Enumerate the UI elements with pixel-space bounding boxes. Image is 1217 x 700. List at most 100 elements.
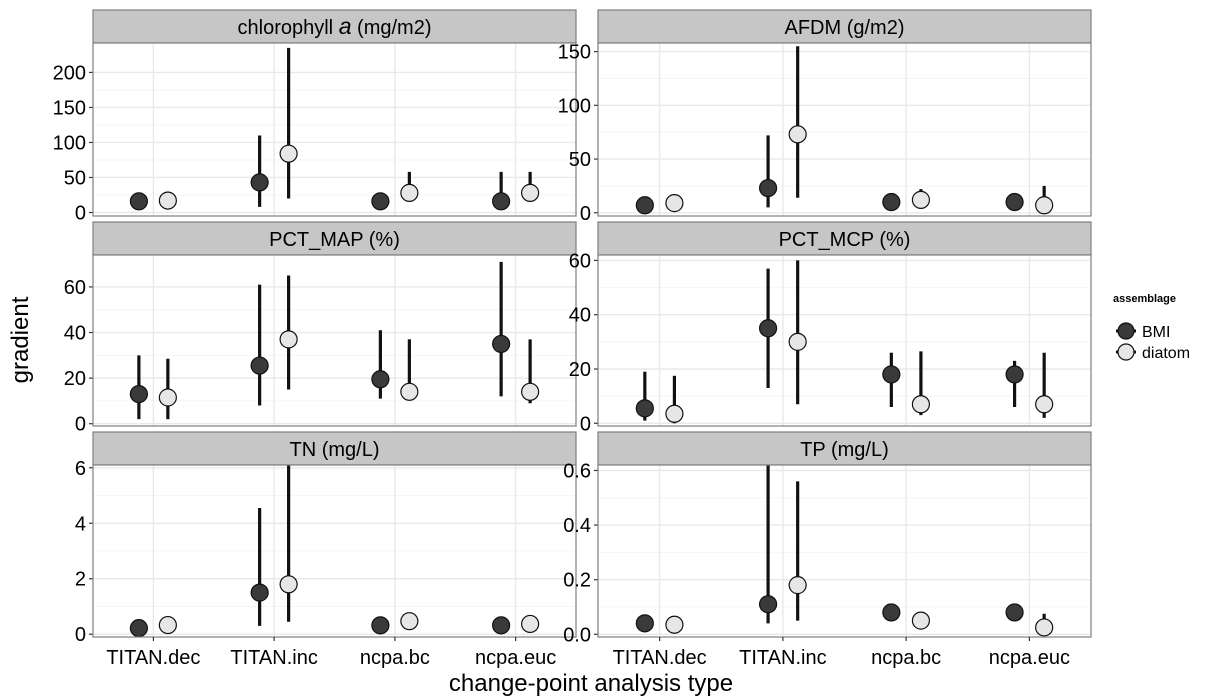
plot-area [93,43,576,216]
y-tick-label: 100 [558,95,591,117]
y-tick-label: 60 [569,250,591,272]
plot-area [598,255,1091,426]
data-point [911,395,931,414]
data-point [158,191,177,210]
y-tick-label: 0 [580,413,591,435]
facet-title: TP (mg/L) [800,439,889,461]
data-point [250,356,269,375]
data-point [635,614,654,633]
facet-panel: chlorophyll a (mg/m2) 0 50 100 150 200 [53,9,577,224]
panel-border [597,42,1092,217]
legend-entries: BMI diatom [1116,322,1190,362]
facet-title-text: PCT_MCP (%) [779,229,911,251]
data-point [250,173,269,192]
x-tick-label: ncpa.euc [989,647,1070,669]
facet-title-text: TP (mg/L) [800,439,889,461]
data-point [1005,603,1024,622]
data-point [521,382,540,401]
data-point [279,575,298,594]
y-tick-label: 50 [569,149,591,171]
facet-strip [92,431,577,466]
y-tick-label: 0.2 [563,570,591,592]
legend-label: diatom [1142,345,1190,362]
data-point [371,616,390,635]
x-tick-label: TITAN.dec [106,647,200,669]
facet-title-italic: a [339,13,352,39]
y-tick-label: 150 [53,97,86,119]
y-tick-label: 50 [64,167,86,189]
data-point [911,190,931,209]
panel-border [92,42,577,217]
facet-strip [597,9,1092,44]
data-point [635,399,654,418]
data-point [279,144,298,163]
y-tick-label: 0 [75,202,86,224]
facet-title-text: AFDM (g/m2) [785,17,905,39]
data-point [1005,192,1024,212]
y-tick-label: 6 [75,458,86,480]
panel-border [597,254,1092,427]
data-point [400,382,419,401]
facet-strip [92,221,577,256]
facet-title-text: PCT_MAP (%) [269,229,400,251]
data-point [492,616,511,635]
facet-title: PCT_MAP (%) [269,229,400,251]
y-tick-label: 4 [75,513,86,535]
y-tick-label: 150 [558,42,591,64]
data-point [1035,618,1054,637]
data-point [1035,196,1054,215]
x-tick-label: TITAN.dec [613,647,707,669]
data-point [882,603,901,622]
data-point [788,332,807,351]
facet-title-unit: (mg/m2) [351,17,431,39]
data-point [492,334,511,354]
facet-panel: TN (mg/L) 0 2 4 6 TITAN.dec TITAN.inc ncpa.bc nc… [75,431,577,669]
x-tick-label: TITAN.inc [739,647,826,669]
y-tick-label: 200 [53,62,86,84]
facet-title-text: TN (mg/L) [290,439,380,461]
data-point [400,612,419,631]
legend-key-point [1117,343,1135,361]
data-point [635,196,654,215]
data-point [521,183,540,202]
data-point [371,370,390,389]
facet-panel: AFDM (g/m2) 0 50 100 150 [558,9,1092,225]
y-tick-label: 20 [64,368,86,390]
data-point [400,183,419,202]
legend: assemblage BMI diatom [1113,293,1190,362]
y-tick-label: 0.6 [563,460,591,482]
y-tick-label: 0 [75,624,86,646]
y-tick-label: 0.4 [563,515,591,537]
data-point [1035,395,1054,414]
x-tick-label: ncpa.bc [360,647,430,669]
facet-title: TN (mg/L) [290,439,380,461]
data-point [279,330,298,349]
facet-strip [597,221,1092,256]
data-point [1005,365,1024,384]
data-point [758,595,778,614]
data-point [882,192,901,212]
facet-title: AFDM (g/m2) [785,17,905,39]
data-point [158,388,177,407]
facet-title: PCT_MCP (%) [779,229,911,251]
x-axis-title: change-point analysis type [449,670,733,697]
facet-panel: PCT_MAP (%) 0 20 40 60 [64,221,577,436]
data-point [665,194,684,213]
y-tick-label: 60 [64,277,86,299]
data-point [882,365,901,384]
y-tick-label: 40 [569,305,591,327]
facet-title: chlorophyll a (mg/m2) [238,13,432,39]
data-point [665,404,684,423]
data-point [158,615,177,635]
legend-label: BMI [1142,324,1170,341]
data-point [665,615,684,634]
facet-strip [597,431,1092,466]
x-tick-label: ncpa.euc [475,647,556,669]
data-point [250,583,269,602]
x-tick-label: TITAN.inc [230,647,317,669]
panel-border [92,254,577,427]
y-tick-label: 0 [580,203,591,225]
data-point [371,192,390,211]
